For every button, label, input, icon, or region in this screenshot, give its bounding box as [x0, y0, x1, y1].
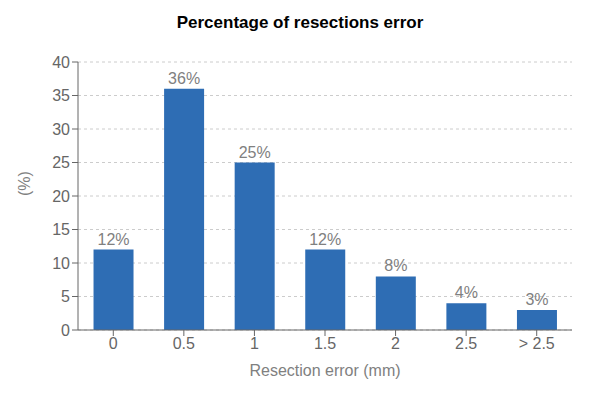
- svg-text:12%: 12%: [98, 231, 130, 248]
- svg-text:3%: 3%: [525, 291, 548, 308]
- svg-text:2.5: 2.5: [455, 335, 477, 352]
- svg-text:1: 1: [250, 335, 259, 352]
- svg-text:12%: 12%: [309, 231, 341, 248]
- svg-text:2: 2: [391, 335, 400, 352]
- svg-text:0: 0: [61, 322, 70, 339]
- svg-text:36%: 36%: [168, 70, 200, 87]
- svg-text:5: 5: [61, 288, 70, 305]
- svg-text:25: 25: [52, 154, 70, 171]
- svg-text:10: 10: [52, 255, 70, 272]
- svg-text:35: 35: [52, 87, 70, 104]
- svg-text:8%: 8%: [384, 257, 407, 274]
- svg-text:Resection error (mm): Resection error (mm): [249, 362, 400, 379]
- svg-text:20: 20: [52, 188, 70, 205]
- svg-text:> 2.5: > 2.5: [519, 335, 555, 352]
- svg-text:0.5: 0.5: [173, 335, 195, 352]
- svg-text:0: 0: [109, 335, 118, 352]
- html-text:Percentage of resections error: Percentage of resections error: [176, 13, 424, 32]
- svg-text:15: 15: [52, 221, 70, 238]
- svg-text:30: 30: [52, 121, 70, 138]
- svg-text:25%: 25%: [239, 144, 271, 161]
- svg-text:1.5: 1.5: [314, 335, 336, 352]
- svg-text:4%: 4%: [455, 284, 478, 301]
- svg-text:40: 40: [52, 54, 70, 71]
- svg-text:(%): (%): [16, 171, 33, 196]
